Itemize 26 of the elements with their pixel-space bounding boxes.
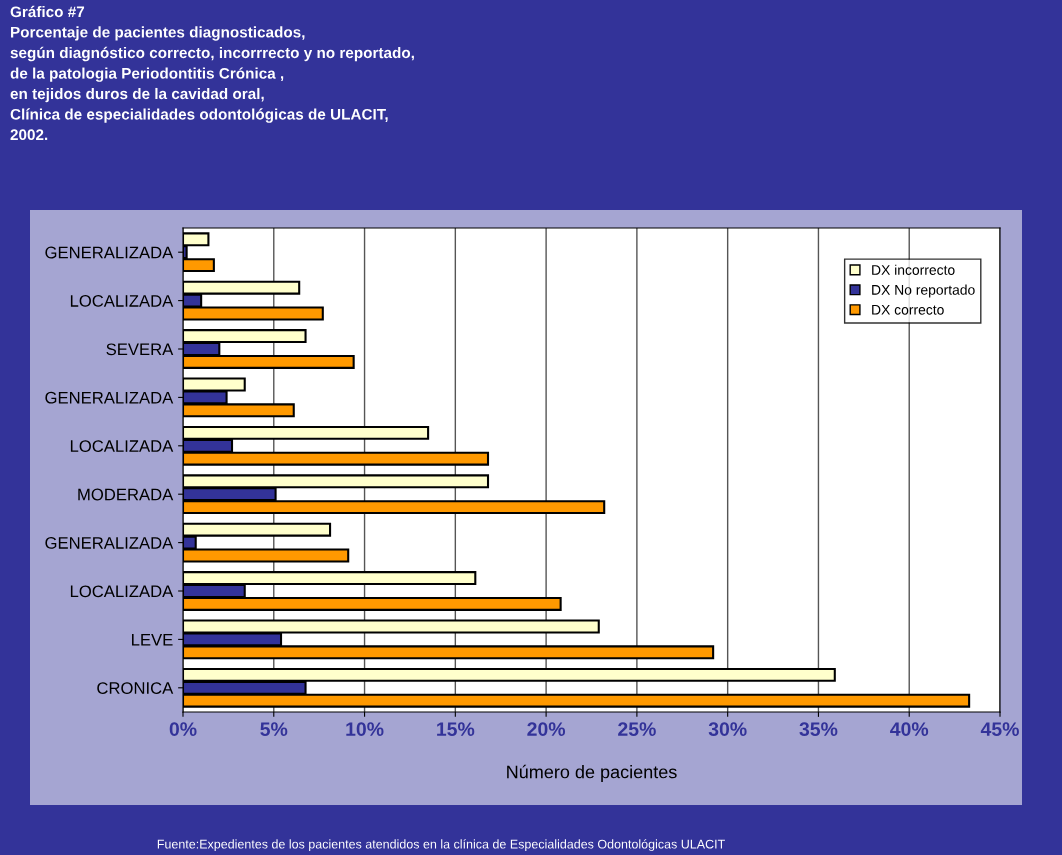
y-tick-label: LOCALIZADA (70, 440, 174, 452)
x-tick-label: 15% (437, 722, 475, 736)
y-tick-label: SEVERA (106, 343, 174, 356)
x-tick-label: 40% (890, 722, 929, 736)
y-tick-label: GENERALIZADA (45, 537, 174, 549)
legend-label: DX correcto (872, 304, 944, 315)
x-tick-label: 35% (799, 722, 838, 737)
y-tick-label: MODERADA (78, 488, 174, 501)
x-axis-title: Número de pacientes (507, 764, 677, 782)
source-note: Fuente:Expedientes de los pacientes atendidos en la clínica de Especialidades Odontológicas ULACIT (157, 839, 725, 851)
y-tick-label: GENERALIZADA (45, 391, 174, 404)
y-tick-label: LEVE (132, 633, 173, 646)
x-tick-label: 10% (346, 722, 384, 736)
y-tick-label: GENERALIZADA (45, 246, 174, 259)
y-tick-label: CRONICA (97, 682, 174, 694)
y-tick-label: LOCALIZADA (70, 585, 174, 598)
x-tick-label: 30% (708, 722, 747, 737)
x-tick-label: 45% (980, 722, 1019, 736)
y-tick-label: LOCALIZADA (70, 295, 174, 307)
x-tick-label: 5% (260, 722, 288, 736)
legend-label: DX No reportado (872, 284, 975, 298)
x-tick-label: 25% (618, 722, 656, 736)
x-tick-label: 0% (169, 722, 197, 736)
x-tick-label: 20% (527, 722, 566, 736)
chart-title: Gráfico #7 Porcentaje de pacientes diagnosticados, según diagnóstico correcto, incorrrecto y no reportado, de la patologia Periodontitis Crónica , en tejidos duros de la cavidad oral, Clínica de especialidades odontológicas de ULACIT, 2002. (10, 5, 414, 141)
legend-label: DX incorrecto (872, 264, 955, 275)
